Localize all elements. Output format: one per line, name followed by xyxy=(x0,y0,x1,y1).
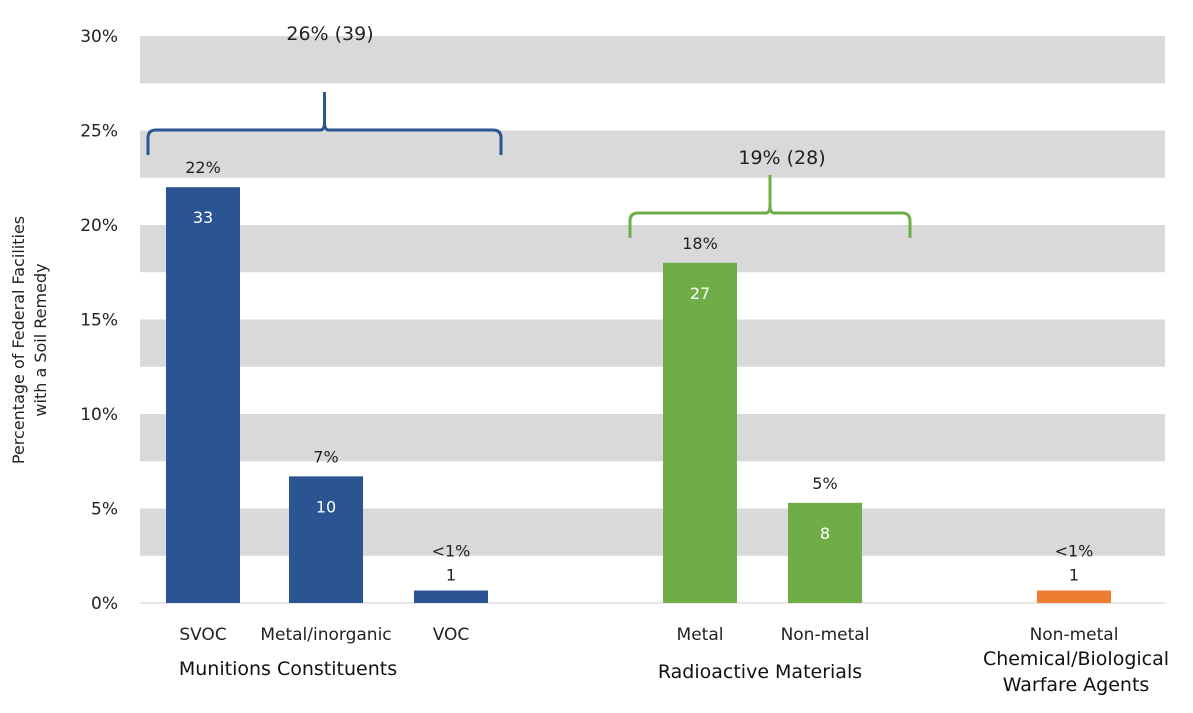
category-label: Metal/inorganic xyxy=(260,625,391,645)
y-tick-label: 20% xyxy=(80,216,118,236)
bar-percent-label: 5% xyxy=(812,474,837,493)
bar xyxy=(788,502,862,603)
bar-count-label: 1 xyxy=(446,566,456,585)
bar xyxy=(663,262,737,603)
y-tick-label: 25% xyxy=(80,122,118,142)
group-label: Chemical/Biological xyxy=(983,648,1169,670)
category-label: Non-metal xyxy=(1030,625,1119,645)
group-bracket xyxy=(628,175,912,238)
y-tick-label: 10% xyxy=(80,405,118,425)
y-tick-label: 0% xyxy=(91,594,118,614)
bar-percent-label: 18% xyxy=(682,234,718,253)
bar-percent-label: 7% xyxy=(313,447,338,466)
grid-band xyxy=(140,319,1165,367)
bar-count-label: 27 xyxy=(690,284,710,303)
bar xyxy=(414,590,488,603)
bar-count-label: 8 xyxy=(820,524,830,543)
bar-percent-label: <1% xyxy=(1055,542,1094,561)
bar-percent-label: <1% xyxy=(432,542,471,561)
grid-band xyxy=(140,225,1165,273)
category-label: Metal xyxy=(677,625,724,645)
bar-percent-label: 22% xyxy=(185,158,221,177)
category-label: VOC xyxy=(433,625,470,645)
y-tick-label: 5% xyxy=(91,500,118,520)
y-axis-title: Percentage of Federal Facilities with a S… xyxy=(9,216,50,464)
group-label: Radioactive Materials xyxy=(658,661,862,683)
bar-count-label: 1 xyxy=(1069,566,1079,585)
bar xyxy=(289,476,363,603)
group-label: Warfare Agents xyxy=(1003,674,1150,696)
grid-band xyxy=(140,36,1165,84)
group-bracket xyxy=(146,92,503,155)
y-tick-label: 30% xyxy=(80,27,118,47)
y-tick-label: 15% xyxy=(80,311,118,331)
bar xyxy=(166,187,240,603)
category-label: SVOC xyxy=(179,625,226,645)
bar-count-label: 10 xyxy=(316,497,336,516)
bar-count-label: 33 xyxy=(193,208,213,227)
group-label: Munitions Constituents xyxy=(179,658,397,680)
bracket-total-label: 19% (28) xyxy=(738,147,825,169)
bracket-total-label: 26% (39) xyxy=(286,23,373,45)
grid-band xyxy=(140,130,1165,178)
grid-band xyxy=(140,414,1165,462)
bar xyxy=(1037,590,1111,603)
category-label: Non-metal xyxy=(781,625,870,645)
